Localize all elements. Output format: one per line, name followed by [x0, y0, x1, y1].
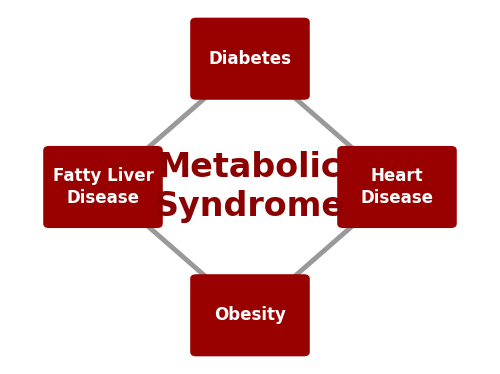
- Text: Heart
Disease: Heart Disease: [360, 167, 434, 207]
- Text: Diabetes: Diabetes: [208, 50, 292, 68]
- FancyBboxPatch shape: [43, 146, 163, 228]
- Text: Fatty Liver
Disease: Fatty Liver Disease: [52, 167, 154, 207]
- FancyBboxPatch shape: [190, 18, 310, 100]
- Text: Metabolic
Syndrome: Metabolic Syndrome: [155, 151, 345, 223]
- Text: Obesity: Obesity: [214, 306, 286, 324]
- FancyBboxPatch shape: [190, 274, 310, 356]
- FancyBboxPatch shape: [337, 146, 457, 228]
